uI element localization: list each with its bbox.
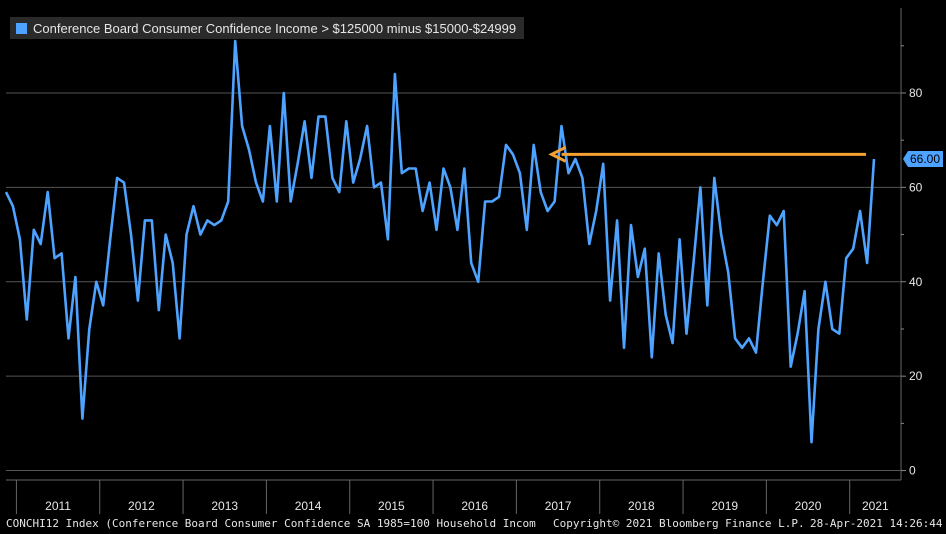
annotation-arrow-head xyxy=(548,145,567,163)
last-value-label-box xyxy=(903,151,943,168)
last-value-label: 66.00 xyxy=(910,152,940,166)
series-line xyxy=(4,39,876,444)
y-tick-label: 20 xyxy=(909,369,923,383)
y-tick-label: 40 xyxy=(909,275,923,289)
x-tick-label: 2014 xyxy=(295,499,322,513)
x-tick-label: 2011 xyxy=(45,499,71,513)
y-tick-label: 80 xyxy=(909,86,923,100)
x-tick-label: 2019 xyxy=(711,499,738,513)
x-tick-label: 2013 xyxy=(211,499,238,513)
legend: Conference Board Consumer Confidence Inc… xyxy=(10,17,525,39)
legend-label: Conference Board Consumer Confidence Inc… xyxy=(33,20,517,36)
x-tick-label: 2015 xyxy=(378,499,405,513)
chart-canvas: 0 20 40 60 80 2011 2012 2013 2014 2015 2016 2017 201… xyxy=(4,8,943,514)
x-tick-label: 2017 xyxy=(545,499,572,513)
footer-copyright: Copyright© 2021 Bloomberg Finance L.P. xyxy=(553,517,805,530)
x-tick-label: 2012 xyxy=(128,499,155,513)
y-tick-label: 60 xyxy=(909,180,923,194)
footer-timestamp: 28-Apr-2021 14:26:44 xyxy=(810,517,943,530)
x-tick-label: 2020 xyxy=(795,499,822,513)
y-tick-label: 0 xyxy=(909,464,916,478)
footer: CONCHI12 Index (Conference Board Consume… xyxy=(0,514,946,534)
x-tick-label: 2018 xyxy=(628,499,655,513)
x-tick-label: 2016 xyxy=(461,499,488,513)
legend-swatch xyxy=(16,22,27,34)
x-tick-label: 2021 xyxy=(862,499,889,513)
footer-index-description: CONCHI12 Index (Conference Board Consume… xyxy=(6,517,536,530)
